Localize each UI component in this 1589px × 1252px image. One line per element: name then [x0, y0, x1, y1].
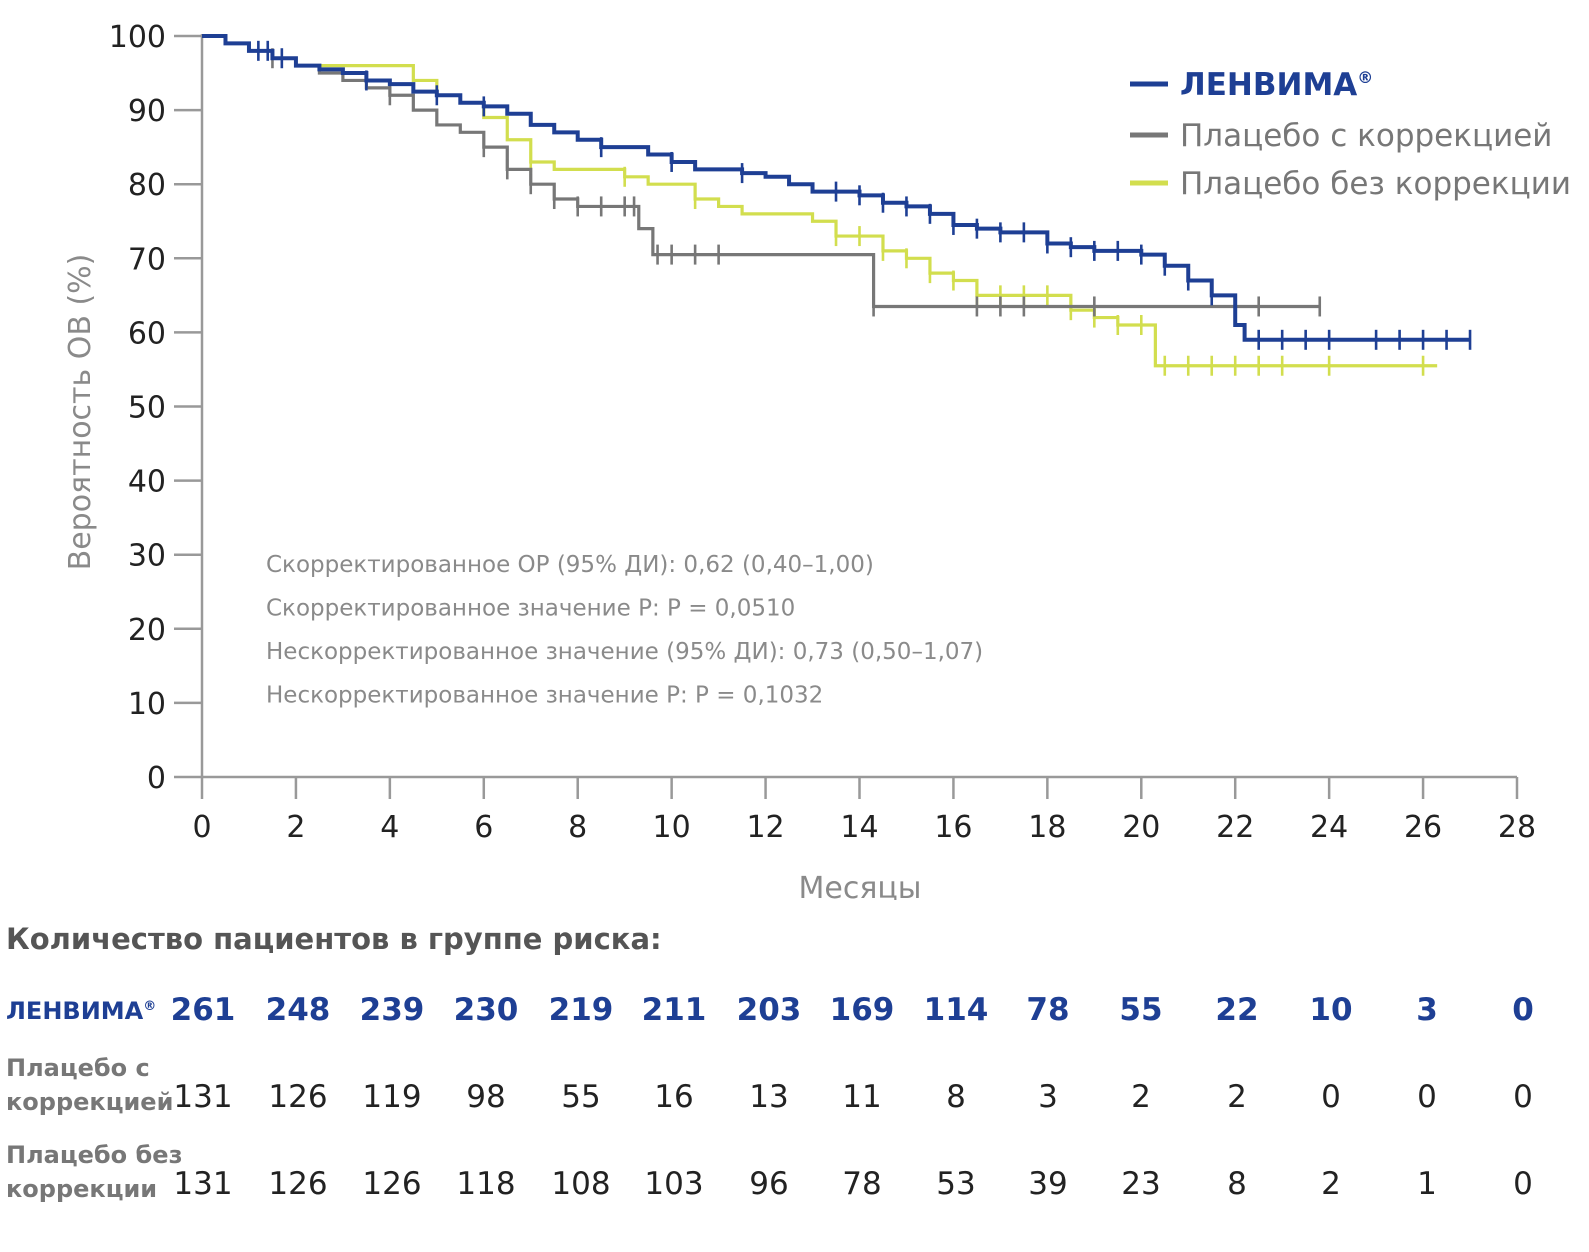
risk-count: 131	[173, 1079, 233, 1115]
risk-count: 8	[946, 1079, 966, 1115]
risk-count: 239	[359, 992, 425, 1028]
legend-label: Плацебо без коррекции	[1180, 166, 1571, 202]
risk-row-label: ЛЕНВИМА®	[6, 997, 157, 1025]
x-tick-label: 12	[746, 810, 784, 845]
risk-count: 211	[641, 992, 707, 1028]
x-tick-label: 28	[1498, 810, 1536, 845]
x-tick-label: 0	[192, 810, 211, 845]
risk-count: 39	[1028, 1166, 1068, 1202]
risk-count: 219	[548, 992, 614, 1028]
series-layer	[202, 34, 1472, 376]
risk-count: 2	[1321, 1166, 1341, 1202]
x-tick-label: 20	[1122, 810, 1160, 845]
risk-count: 3	[1038, 1079, 1058, 1115]
y-tick-label: 60	[128, 316, 166, 351]
x-tick-label: 10	[653, 810, 691, 845]
risk-table-title: Количество пациентов в группе риска:	[6, 922, 662, 956]
y-tick-label: 90	[128, 94, 166, 129]
risk-count: 96	[749, 1166, 789, 1202]
y-tick-label: 40	[128, 465, 166, 500]
risk-count: 53	[936, 1166, 976, 1202]
y-tick-label: 0	[147, 761, 166, 796]
x-tick-label: 4	[380, 810, 399, 845]
risk-count: 22	[1215, 992, 1259, 1028]
legend-label: ЛЕНВИМА®	[1180, 67, 1373, 103]
x-axis-title: Месяцы	[799, 871, 922, 900]
risk-count: 2	[1227, 1079, 1247, 1115]
risk-count: 108	[551, 1166, 611, 1202]
y-tick-label: 50	[128, 391, 166, 426]
legend-label: Плацебо с коррекцией	[1180, 118, 1552, 154]
risk-count: 78	[1026, 992, 1070, 1028]
risk-count: 78	[842, 1166, 882, 1202]
risk-count: 103	[644, 1166, 704, 1202]
risk-count: 131	[173, 1166, 233, 1202]
risk-row-label: Плацебо без коррекции	[6, 1141, 183, 1203]
risk-count: 203	[736, 992, 802, 1028]
risk-count: 119	[362, 1079, 422, 1115]
y-tick-label: 30	[128, 539, 166, 574]
risk-count: 169	[829, 992, 895, 1028]
risk-count: 2	[1131, 1079, 1151, 1115]
stat-line: Скорректированное значение P: P = 0,0510	[266, 596, 795, 622]
y-tick-label: 100	[109, 20, 166, 55]
x-tick-label: 18	[1028, 810, 1066, 845]
risk-count: 114	[923, 992, 989, 1028]
risk-count: 23	[1121, 1166, 1161, 1202]
y-axis-title: Вероятность ОВ (%)	[63, 254, 98, 571]
stats-annotations: Скорректированное ОР (95% ДИ): 0,62 (0,4…	[266, 552, 983, 709]
risk-row-label: Плацебо с коррекцией	[6, 1054, 174, 1116]
risk-count: 0	[1321, 1079, 1341, 1115]
risk-count: 1	[1417, 1166, 1437, 1202]
risk-count: 55	[561, 1079, 601, 1115]
risk-count: 3	[1416, 992, 1438, 1028]
risk-count: 0	[1513, 1079, 1533, 1115]
risk-count: 16	[654, 1079, 694, 1115]
x-tick-label: 22	[1216, 810, 1254, 845]
risk-count: 261	[170, 992, 236, 1028]
risk-count: 126	[268, 1079, 328, 1115]
risk-count: 11	[842, 1079, 882, 1115]
x-tick-label: 6	[474, 810, 493, 845]
x-tick-label: 2	[286, 810, 305, 845]
risk-count: 0	[1512, 992, 1534, 1028]
y-tick-label: 20	[128, 613, 166, 648]
legend: ЛЕНВИМА® Плацебо с коррекцией Плацебо без …	[1130, 67, 1571, 202]
x-tick-label: 14	[840, 810, 878, 845]
x-tick-label: 16	[934, 810, 972, 845]
stat-line: Скорректированное ОР (95% ДИ): 0,62 (0,4…	[266, 552, 874, 578]
risk-count: 0	[1417, 1079, 1437, 1115]
y-tick-label: 10	[128, 687, 166, 722]
risk-count: 8	[1227, 1166, 1247, 1202]
risk-count: 248	[265, 992, 331, 1028]
risk-count: 98	[466, 1079, 506, 1115]
risk-count: 55	[1119, 992, 1163, 1028]
risk-count: 126	[362, 1166, 422, 1202]
y-tick-label: 70	[128, 242, 166, 277]
stat-line: Нескорректированное значение (95% ДИ): 0…	[266, 639, 983, 665]
risk-count: 13	[749, 1079, 789, 1115]
risk-count: 126	[268, 1166, 328, 1202]
x-tick-label: 26	[1404, 810, 1442, 845]
stat-line: Нескорректированное значение P: P = 0,10…	[266, 683, 823, 709]
risk-count: 118	[456, 1166, 516, 1202]
risk-count: 230	[453, 992, 519, 1028]
x-tick-label: 24	[1310, 810, 1348, 845]
risk-count: 10	[1309, 992, 1353, 1028]
y-tick-label: 80	[128, 168, 166, 203]
x-tick-label: 8	[568, 810, 587, 845]
risk-count: 0	[1513, 1166, 1533, 1202]
